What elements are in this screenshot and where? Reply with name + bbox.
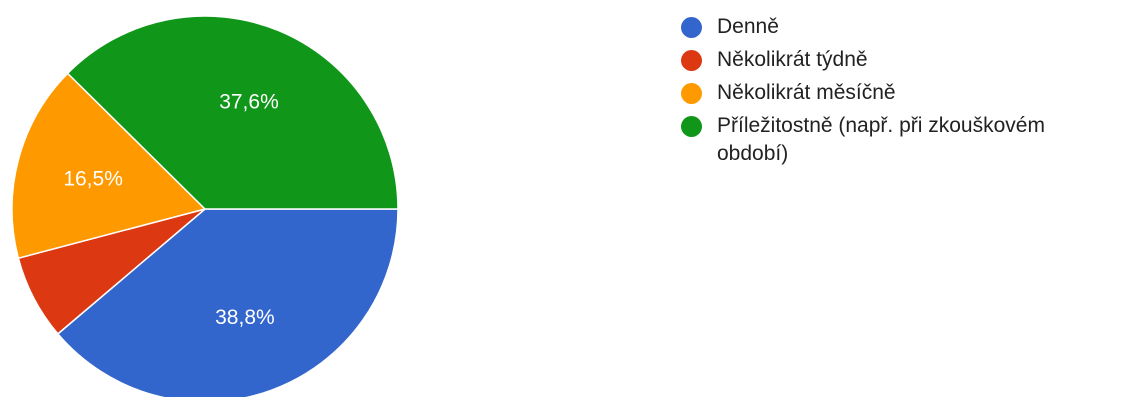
legend-item: Několikrát měsíčně [681, 79, 1121, 107]
slice-value-label: 37,6% [219, 90, 279, 113]
pie-slice [11, 72, 207, 260]
legend-item: Denně [681, 13, 1121, 41]
pie-chart: 38,8% 16,5% 37,6% [11, 15, 399, 397]
legend-item: Několikrát týdně [681, 46, 1121, 74]
legend-item: Příležitostně (např. při zkouškovém obdo… [681, 112, 1121, 168]
legend-label: Příležitostně (např. při zkouškovém obdo… [717, 114, 1045, 165]
pie-slice [56, 208, 399, 397]
legend-swatch [681, 50, 702, 71]
legend-swatch [681, 83, 702, 104]
legend-label: Několikrát týdně [717, 48, 868, 71]
legend-label: Denně [717, 15, 779, 38]
legend-swatch [681, 116, 702, 137]
legend-label: Několikrát měsíčně [717, 81, 896, 104]
slice-value-label: 38,8% [215, 306, 275, 329]
pie-slice [66, 15, 399, 210]
legend: Denně Několikrát týdně Několikrát měsíčně P… [681, 13, 1121, 173]
legend-swatch [681, 17, 702, 38]
slice-value-label: 16,5% [63, 168, 123, 191]
